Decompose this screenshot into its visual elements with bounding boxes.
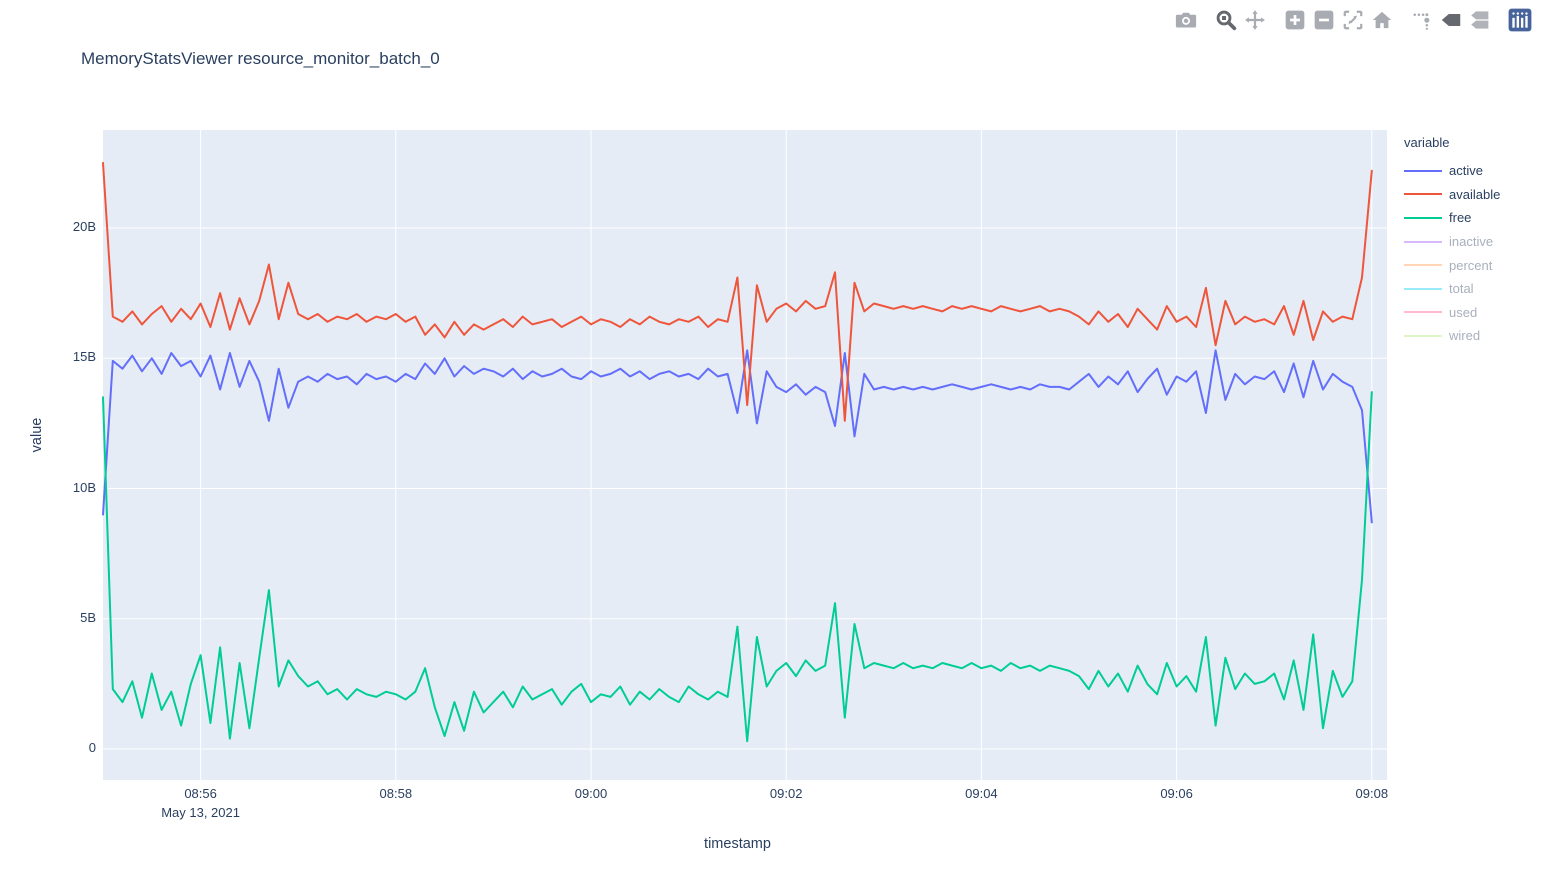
plotly-logo-icon[interactable]: [1505, 6, 1534, 34]
y-tick-label: 20B: [72, 219, 96, 234]
legend-item-total[interactable]: total: [1404, 277, 1500, 301]
x-tick-label: 09:04: [965, 786, 998, 801]
hover-closest-icon[interactable]: [1436, 6, 1465, 34]
legend-line-sample: [1404, 311, 1442, 314]
legend-item-free[interactable]: free: [1404, 206, 1500, 230]
series-line-free: [102, 391, 1373, 743]
legend-line-sample: [1404, 264, 1442, 267]
legend-item-available[interactable]: available: [1404, 183, 1500, 207]
legend-line-sample: [1404, 334, 1442, 337]
y-tick-label: 5B: [80, 609, 96, 625]
x-tick-label: 09:06: [1160, 786, 1193, 801]
x-tick-label: 09:02: [769, 786, 803, 801]
zoom-tool-icon[interactable]: [1211, 6, 1240, 34]
camera-icon[interactable]: [1171, 6, 1200, 34]
chart-title: MemoryStatsViewer resource_monitor_batch…: [81, 49, 440, 68]
legend-line-sample: [1404, 193, 1442, 196]
legend-item-used[interactable]: used: [1404, 301, 1500, 325]
y-axis-title: value: [29, 417, 45, 453]
autoscale-icon[interactable]: [1338, 6, 1367, 34]
y-tick-label: 15B: [72, 349, 96, 365]
x-tick-label: 09:08: [1355, 786, 1389, 801]
pan-tool-icon[interactable]: [1240, 6, 1269, 34]
plot-background[interactable]: [103, 130, 1387, 780]
x-axis-title: timestamp: [704, 836, 771, 852]
legend-line-sample: [1404, 216, 1442, 219]
x-tick-label: 09:00: [574, 786, 608, 801]
series-line-active: [102, 349, 1373, 524]
x-tick-label: 08:58: [379, 786, 413, 801]
zoom-out-icon[interactable]: [1309, 6, 1338, 34]
legend-item-percent[interactable]: percent: [1404, 253, 1500, 277]
x-tick-label: 08:56: [184, 786, 217, 801]
home-reset-icon[interactable]: [1367, 6, 1396, 34]
y-tick-label: 0: [88, 740, 96, 755]
zoom-in-icon[interactable]: [1280, 6, 1309, 34]
legend-line-sample: [1404, 169, 1442, 172]
legend-line-sample: [1404, 240, 1442, 243]
y-tick-label: 10B: [72, 479, 96, 495]
x-axis-date-label: May 13, 2021: [161, 805, 240, 820]
legend-item-active[interactable]: active: [1404, 159, 1500, 183]
legend-title: variable: [1404, 135, 1450, 150]
spikelines-icon[interactable]: [1407, 6, 1436, 34]
legend: variable active available free inactive …: [1404, 135, 1500, 348]
series-line-available: [102, 161, 1373, 422]
legend-line-sample: [1404, 287, 1442, 290]
legend-item-inactive[interactable]: inactive: [1404, 230, 1500, 254]
modebar: [1160, 6, 1534, 34]
hover-compare-icon[interactable]: [1465, 6, 1494, 34]
legend-item-wired[interactable]: wired: [1404, 324, 1500, 348]
